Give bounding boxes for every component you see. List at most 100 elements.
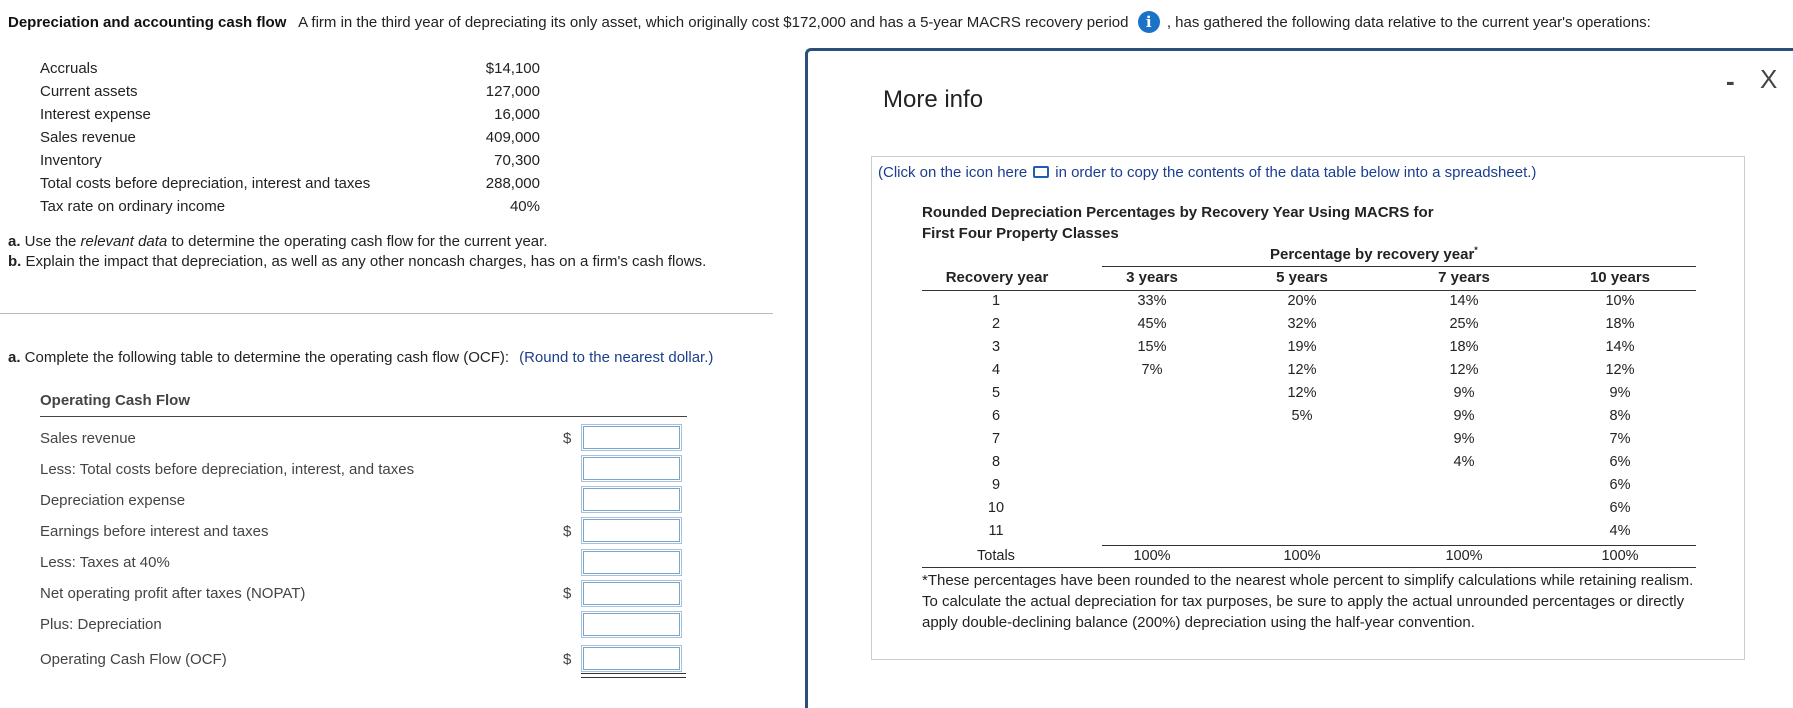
copy-to-spreadsheet-icon[interactable] [1033, 166, 1050, 178]
macrs-cell: 33% [1137, 293, 1167, 309]
percentage-header: Percentage by recovery year* [1270, 245, 1478, 263]
ocf-input[interactable] [583, 426, 680, 449]
double-underline [581, 673, 686, 674]
macrs-cell: 4 [991, 362, 1001, 378]
macrs-cell: 19% [1287, 339, 1317, 355]
given-data-row: Interest expense 16,000 [40, 103, 540, 126]
problem-title: Depreciation and accounting cash flow [8, 13, 287, 31]
given-data-label: Sales revenue [40, 129, 136, 146]
given-data-table: Accruals $14,100 Current assets 127,000 Inte… [40, 57, 540, 218]
part-a-instruction: a. Complete the following table to deter… [8, 349, 713, 366]
ocf-table-title: Operating Cash Flow [40, 392, 191, 409]
ocf-input-wrapper [581, 424, 682, 451]
given-data-label: Inventory [40, 152, 102, 169]
macrs-column-header: 5 years [1276, 269, 1328, 286]
macrs-cell: 6% [1609, 477, 1631, 493]
percentage-header-star: * [1474, 245, 1478, 255]
dollar-sign: $ [563, 430, 572, 447]
macrs-column-header: 7 years [1438, 269, 1490, 286]
given-data-row: Inventory 70,300 [40, 149, 540, 172]
macrs-cell: 18% [1449, 339, 1479, 355]
ocf-input-wrapper [581, 580, 682, 607]
ocf-row-label: Sales revenue [40, 430, 136, 447]
macrs-cell: 1 [991, 293, 1001, 309]
copy-note-text-1: (Click on the icon here [878, 164, 1028, 181]
given-data-value: $14,100 [485, 60, 540, 77]
totals-top-line [1102, 545, 1696, 546]
dollar-sign: $ [563, 523, 572, 540]
ocf-input[interactable] [583, 582, 680, 605]
macrs-cell: 12% [1287, 362, 1317, 378]
dollar-sign: $ [563, 651, 572, 668]
question-a-prefix: a. [8, 233, 21, 250]
macrs-total-cell: 100% [1601, 548, 1639, 564]
ocf-input[interactable] [583, 519, 680, 542]
ocf-input-wrapper [581, 645, 682, 672]
copy-note: (Click on the icon here in order to copy … [878, 164, 1536, 181]
ocf-row-label: Less: Taxes at 40% [40, 554, 170, 571]
macrs-cell: 4% [1609, 523, 1631, 539]
macrs-table-title-line-1: Rounded Depreciation Percentages by Reco… [922, 204, 1434, 221]
macrs-cell: 7% [1141, 362, 1163, 378]
ocf-input-wrapper [581, 455, 682, 482]
macrs-cell: 6% [1609, 500, 1631, 516]
macrs-cell: 20% [1287, 293, 1317, 309]
question-b-prefix: b. [8, 253, 22, 270]
given-data-value: 288,000 [485, 175, 540, 192]
ocf-input[interactable] [583, 457, 680, 480]
close-button[interactable]: X [1760, 64, 1778, 94]
macrs-cell: 8 [991, 454, 1001, 470]
macrs-column-header: 10 years [1589, 269, 1651, 286]
ocf-row-label: Net operating profit after taxes (NOPAT) [40, 585, 306, 602]
data-table-panel [871, 156, 1745, 660]
ocf-row-label: Operating Cash Flow (OCF) [40, 651, 227, 668]
given-data-row: Tax rate on ordinary income 40% [40, 195, 540, 218]
macrs-cell: 8% [1609, 408, 1631, 424]
macrs-cell: 2 [991, 316, 1001, 332]
macrs-total-cell: 100% [1133, 548, 1171, 564]
given-data-label: Tax rate on ordinary income [40, 198, 226, 215]
macrs-cell: 32% [1287, 316, 1317, 332]
macrs-cell: 7% [1609, 431, 1631, 447]
ocf-input[interactable] [583, 551, 680, 574]
given-data-row: Current assets 127,000 [40, 80, 540, 103]
macrs-cell: 9% [1609, 385, 1631, 401]
part-a-prefix: a. [8, 349, 21, 366]
minimize-button[interactable]: - [1726, 66, 1735, 96]
problem-text-start: A firm in the third year of depreciating… [298, 13, 1129, 31]
macrs-total-cell: Totals [977, 548, 1015, 564]
info-icon[interactable]: i [1137, 11, 1160, 33]
ocf-input[interactable] [583, 613, 680, 636]
given-data-label: Total costs before depreciation, interes… [40, 175, 371, 192]
ocf-row-label: Plus: Depreciation [40, 616, 162, 633]
macrs-cell: 6% [1609, 454, 1631, 470]
macrs-cell: 11 [988, 523, 1004, 539]
question-a: a. Use the relevant data to determine th… [8, 233, 548, 250]
macrs-cell: 5 [991, 385, 1001, 401]
macrs-cell: 14% [1605, 339, 1635, 355]
ocf-input[interactable] [583, 647, 680, 670]
given-data-value: 16,000 [494, 106, 540, 123]
macrs-cell: 12% [1449, 362, 1479, 378]
macrs-cell: 9% [1453, 431, 1475, 447]
macrs-footnote: *These percentages have been rounded to … [922, 572, 1694, 631]
given-data-label: Current assets [40, 83, 138, 100]
macrs-column-header: 3 years [1126, 269, 1178, 286]
macrs-cell: 15% [1137, 339, 1167, 355]
macrs-table-title: Rounded Depreciation Percentages by Reco… [922, 202, 1522, 244]
totals-bottom-line [922, 567, 1696, 568]
ocf-input-wrapper [581, 549, 682, 576]
given-data-row: Sales revenue 409,000 [40, 126, 540, 149]
given-data-row: Total costs before depreciation, interes… [40, 172, 540, 195]
given-data-value: 70,300 [494, 152, 540, 169]
macrs-column-header: Recovery year [945, 269, 1049, 286]
macrs-cell: 6 [991, 408, 1001, 424]
double-underline [581, 677, 686, 678]
given-data-value: 127,000 [485, 83, 540, 100]
macrs-total-cell: 100% [1283, 548, 1321, 564]
question-b-text: Explain the impact that depreciation, as… [21, 253, 707, 270]
given-data-value: 40% [509, 198, 540, 215]
macrs-cell: 9% [1453, 408, 1475, 424]
macrs-cell: 5% [1291, 408, 1313, 424]
ocf-input[interactable] [583, 488, 680, 511]
